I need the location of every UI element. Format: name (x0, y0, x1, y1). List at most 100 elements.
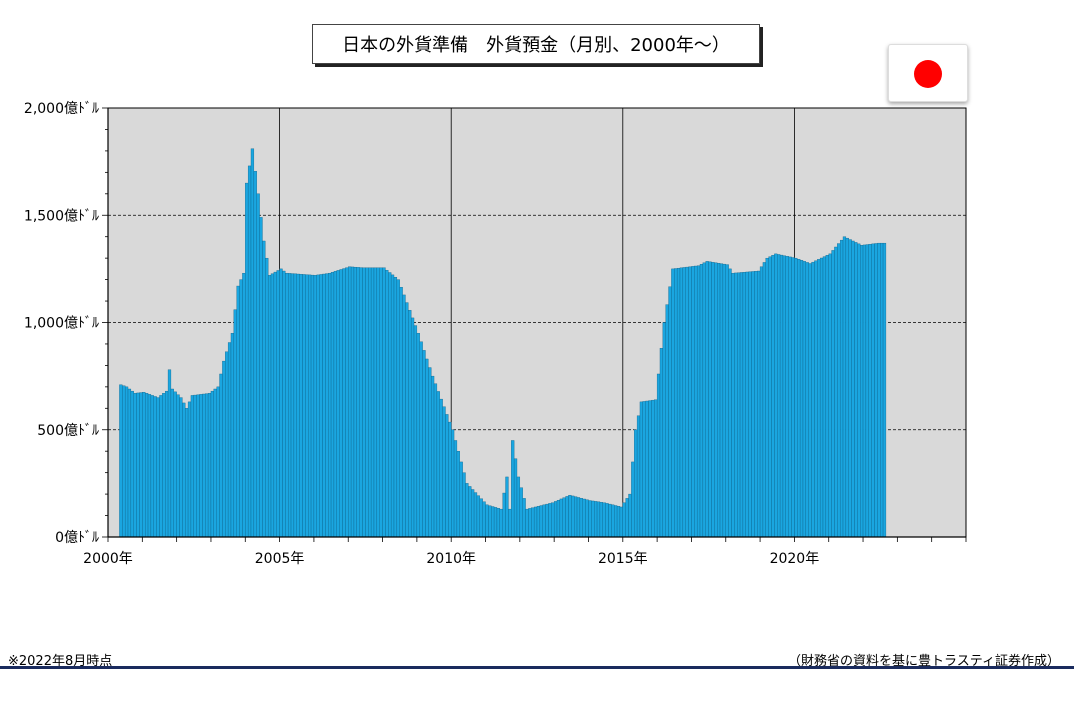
x-tick-label: 2005年 (255, 551, 305, 567)
bar (213, 388, 217, 538)
bar (273, 271, 277, 538)
bar (842, 236, 847, 538)
japan-flag-sun (914, 60, 942, 88)
bar (802, 261, 807, 538)
bar (837, 243, 841, 538)
bar (728, 268, 732, 538)
bar (436, 391, 440, 538)
bar (871, 243, 875, 538)
bar (797, 259, 801, 538)
bar (159, 395, 163, 538)
bar (734, 272, 738, 538)
bar (353, 266, 357, 538)
bar (496, 508, 500, 538)
bar (848, 239, 852, 538)
bar (182, 402, 186, 538)
bar (799, 260, 804, 538)
bar (359, 267, 363, 538)
bar (139, 392, 143, 538)
bar (456, 451, 460, 538)
bar (459, 461, 463, 538)
bar (227, 342, 232, 538)
bar (142, 392, 146, 538)
bar (814, 260, 818, 538)
bar (679, 267, 684, 538)
bar (768, 256, 772, 538)
bar (574, 496, 578, 538)
bar (225, 351, 229, 538)
bar (599, 502, 603, 538)
bar (762, 262, 766, 538)
bar (525, 508, 529, 538)
bar (811, 261, 815, 538)
bar (162, 393, 166, 538)
bar (316, 274, 320, 538)
bar (445, 414, 449, 538)
bar (805, 262, 809, 538)
bar (699, 264, 704, 538)
bar (416, 333, 420, 538)
bar (585, 499, 589, 538)
bar (230, 333, 235, 538)
bar (714, 262, 718, 538)
bar (553, 501, 558, 538)
bar (382, 267, 386, 538)
bar (422, 350, 426, 538)
bar (668, 286, 672, 538)
bar (531, 507, 535, 538)
bar (156, 397, 160, 538)
bar (725, 264, 729, 538)
bar (127, 388, 132, 538)
bar (742, 272, 746, 538)
bar (731, 272, 735, 538)
bar (565, 496, 569, 538)
bar (479, 498, 483, 538)
bar (877, 242, 881, 538)
bar (330, 272, 335, 538)
bar (328, 272, 332, 538)
x-tick-label: 2010年 (426, 551, 476, 567)
bar (528, 508, 532, 538)
bar (136, 392, 140, 538)
bar (622, 502, 626, 538)
bar (754, 271, 758, 538)
japan-flag-icon (888, 44, 968, 102)
bar (571, 495, 575, 538)
bar (325, 273, 329, 538)
bar (373, 267, 378, 538)
bar (147, 394, 152, 538)
bar (362, 267, 366, 538)
bar (656, 373, 661, 538)
bar (451, 429, 455, 538)
bar (634, 429, 638, 538)
bar (370, 267, 375, 538)
y-tick-label: 500億ﾄﾞﾙ (37, 423, 99, 439)
bar (782, 255, 786, 538)
bar (336, 270, 340, 538)
bar (880, 242, 884, 538)
bar (205, 393, 209, 538)
bar (368, 267, 372, 538)
bar (654, 399, 658, 538)
bar (476, 495, 480, 538)
bar (153, 396, 157, 538)
bar (536, 506, 541, 538)
bar (559, 498, 563, 538)
bar (839, 239, 844, 538)
bar (676, 267, 681, 538)
bar (365, 267, 369, 538)
bar (639, 401, 643, 538)
bar (542, 504, 546, 538)
bar (419, 341, 423, 538)
bar (648, 400, 652, 538)
bar (233, 309, 237, 538)
bar (619, 506, 623, 538)
bar (488, 505, 492, 538)
bar (808, 263, 812, 538)
bar (247, 165, 252, 538)
bar (608, 503, 612, 538)
bar (124, 386, 129, 538)
bar (751, 271, 755, 538)
bar (170, 388, 174, 538)
bar (150, 395, 154, 538)
